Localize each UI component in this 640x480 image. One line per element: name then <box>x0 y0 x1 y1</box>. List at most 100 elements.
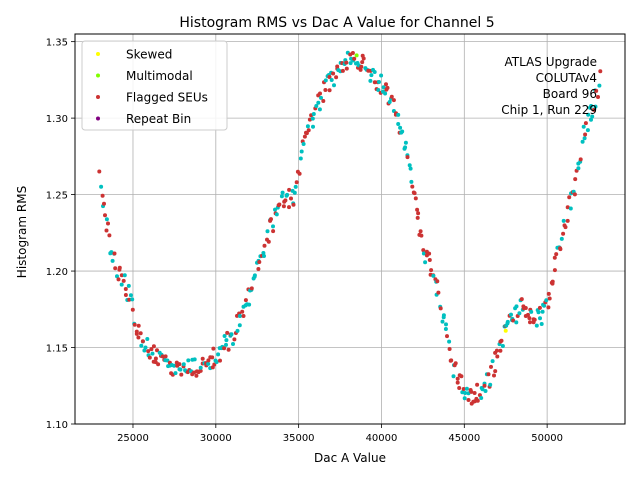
data-point <box>462 396 467 401</box>
flagged-point <box>416 211 421 216</box>
flagged-point <box>194 373 199 378</box>
data-point <box>536 310 541 315</box>
annotation-box: ATLAS Upgrade COLUTAv4 Board 96 Chip 1, Run… <box>501 55 597 117</box>
flagged-point <box>412 191 417 196</box>
flagged-point <box>391 98 396 103</box>
data-point <box>534 323 539 328</box>
chart-title: Histogram RMS vs Dac A Value for Channel… <box>179 15 494 31</box>
data-point <box>181 362 186 367</box>
legend-label: Skewed <box>126 48 172 62</box>
flagged-point <box>222 346 227 351</box>
data-point <box>514 320 519 325</box>
flagged-point <box>163 354 168 359</box>
flagged-point <box>350 51 355 55</box>
flagged-point <box>212 362 217 367</box>
flagged-point <box>200 356 205 361</box>
legend-marker <box>96 52 100 56</box>
flagged-point <box>147 355 152 360</box>
data-point <box>379 73 384 78</box>
flagged-point <box>304 131 309 136</box>
legend-marker <box>96 116 100 121</box>
data-point <box>500 344 505 348</box>
flagged-point <box>449 358 454 363</box>
flagged-point <box>461 387 466 391</box>
data-point <box>593 104 598 109</box>
data-point <box>398 125 403 130</box>
flagged-point <box>410 184 415 189</box>
y-axis-label: Histogram RMS <box>15 186 29 278</box>
data-point <box>589 117 593 122</box>
flagged-point <box>136 323 141 328</box>
flagged-point <box>561 231 566 236</box>
flagged-point <box>435 279 440 284</box>
data-point <box>222 334 227 338</box>
data-point <box>514 304 519 309</box>
data-point <box>407 163 412 168</box>
flagged-point <box>495 354 500 359</box>
data-point <box>408 166 413 171</box>
flagged-point <box>466 398 471 402</box>
data-point <box>224 338 229 343</box>
flagged-point <box>578 157 583 162</box>
data-point <box>311 112 316 116</box>
flagged-point <box>210 355 215 360</box>
flagged-point <box>498 348 503 353</box>
data-point <box>332 83 336 88</box>
flagged-point <box>558 246 563 251</box>
data-point <box>139 343 144 348</box>
x-axis-ticks: 25000 30000 35000 40000 45000 50000 <box>117 424 563 444</box>
data-point <box>329 78 334 82</box>
data-point <box>316 100 321 105</box>
flagged-point <box>427 251 432 256</box>
data-point <box>490 359 495 364</box>
flagged-point <box>102 201 106 206</box>
flagged-point <box>179 372 184 377</box>
flagged-point <box>344 66 349 71</box>
flagged-point <box>289 196 293 201</box>
data-point <box>206 361 211 366</box>
data-point <box>298 156 303 161</box>
flagged-point <box>140 339 145 344</box>
data-point <box>311 124 315 129</box>
data-point <box>590 114 595 119</box>
flagged-point <box>384 82 388 87</box>
flagged-point <box>385 85 390 90</box>
data-point <box>463 391 468 395</box>
flagged-point <box>132 322 137 327</box>
flagged-point <box>283 198 288 203</box>
flagged-point <box>127 297 132 302</box>
data-point <box>544 298 549 303</box>
flagged-point <box>155 348 159 353</box>
flagged-point <box>546 291 551 296</box>
data-point <box>104 217 109 222</box>
flagged-point <box>116 277 121 282</box>
flagged-point <box>149 347 154 352</box>
data-point <box>178 367 183 372</box>
flagged-point <box>419 233 424 238</box>
data-point <box>301 142 306 146</box>
flagged-point <box>457 386 462 390</box>
flagged-point <box>565 218 570 223</box>
data-point <box>235 328 240 333</box>
data-point <box>348 61 353 66</box>
flagged-point <box>405 155 410 160</box>
data-point <box>261 251 266 255</box>
data-point <box>237 323 242 328</box>
data-point <box>368 78 373 83</box>
flagged-point <box>459 374 464 379</box>
data-point <box>150 351 155 356</box>
data-point <box>383 91 388 96</box>
legend-marker <box>96 95 100 99</box>
data-point <box>214 360 219 364</box>
data-point <box>265 229 270 234</box>
flagged-point <box>160 354 165 359</box>
data-point <box>444 322 448 327</box>
flagged-point <box>429 268 434 273</box>
flagged-point <box>361 56 366 61</box>
flagged-point <box>492 373 496 378</box>
data-point <box>381 85 386 90</box>
data-point <box>229 332 234 337</box>
flagged-point <box>112 251 117 256</box>
data-point <box>130 297 135 302</box>
flagged-point <box>554 252 559 257</box>
